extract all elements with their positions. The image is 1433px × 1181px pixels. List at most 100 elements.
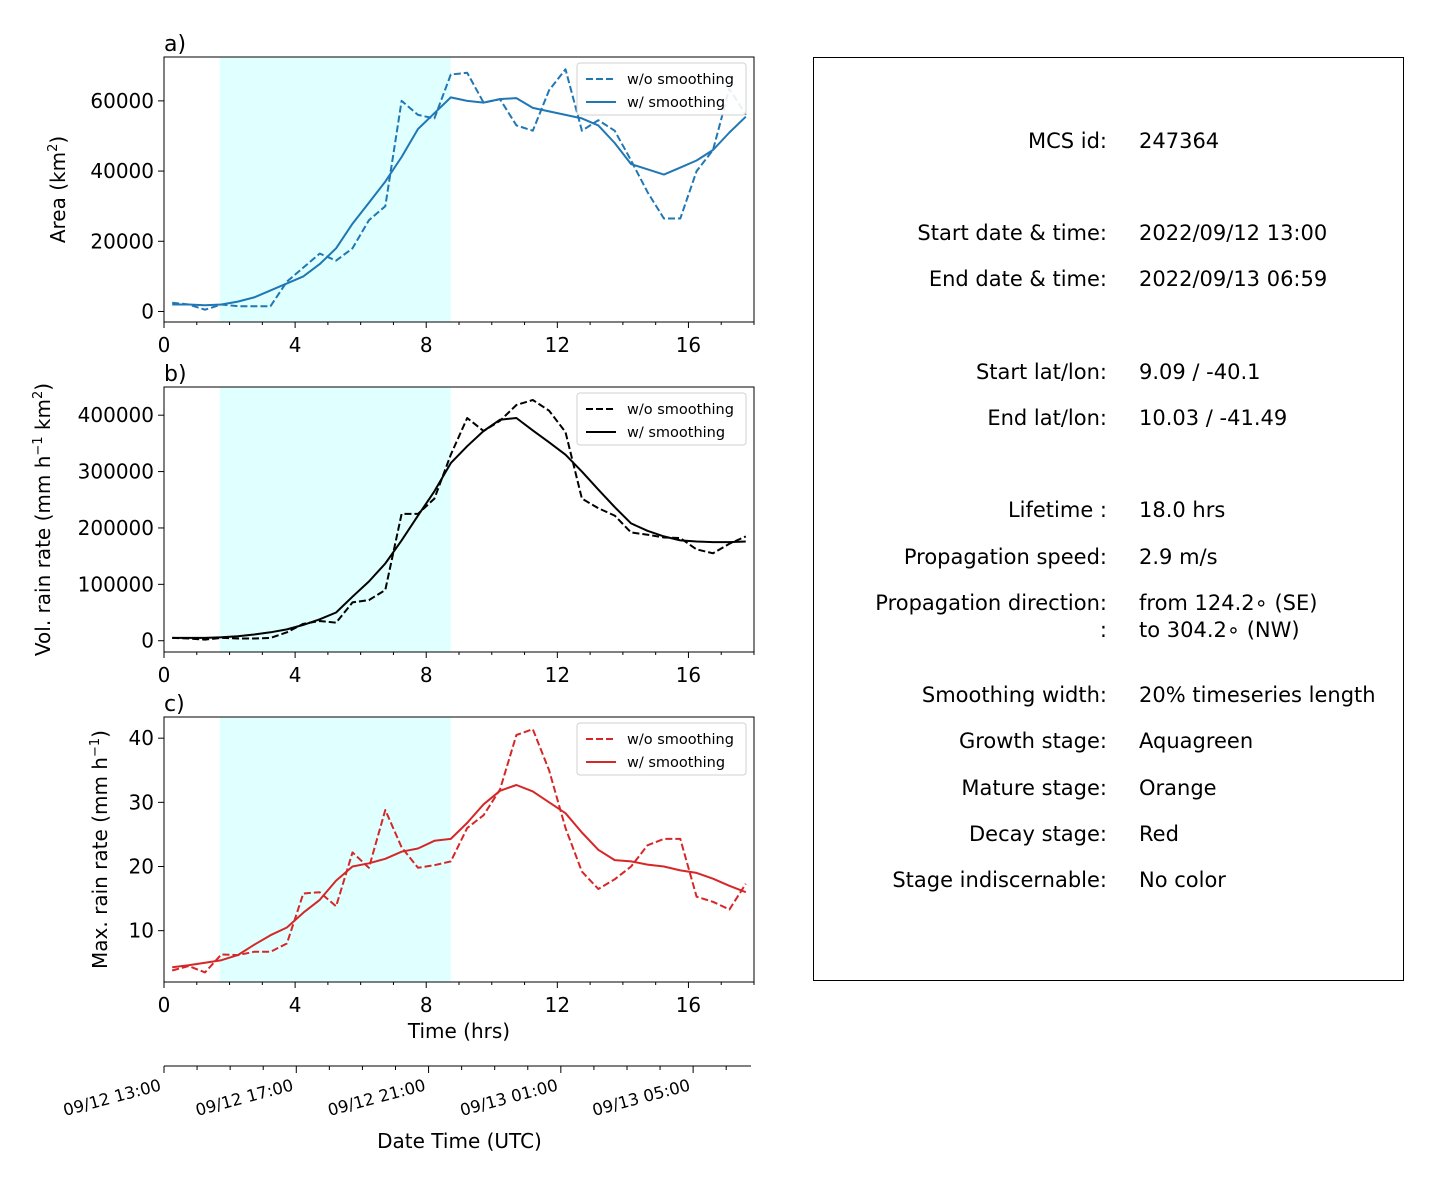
x-tick-label: 16 [676,663,701,687]
y-tick-label: 40 [129,726,154,750]
y-label-text: ) [88,730,112,738]
y-tick-label: 10 [129,919,154,943]
y-tick-label: 60000 [90,89,154,113]
info-label: End lat/lon: [987,406,1107,430]
y-label-text: km [31,399,55,436]
info-row: Propagation direction: from 124.2∘ (SE) [814,591,1403,617]
info-row: End date & time: 2022/09/13 06:59 [814,267,1403,293]
datetime-tick-label: 09/12 21:00 [326,1076,428,1120]
info-value: 10.03 / -41.49 [1139,406,1288,430]
datetime-tick-label: 09/12 13:00 [61,1076,163,1120]
x-tick-label: 4 [289,993,302,1017]
legend-box [576,62,747,116]
panel-c: 10 20 30 40 0 4 8 12 16 c) Max. rain rate (mm h−1)… [88,692,755,1043]
info-value: to 304.2∘ (NW) [1139,618,1300,642]
datetime-tick-label: 09/13 05:00 [590,1076,692,1120]
legend-box [576,722,747,776]
legend-label-smoothed: w/ smoothing [627,755,725,771]
info-value: Orange [1139,776,1217,800]
x-tick-label: 0 [158,663,171,687]
info-label: Lifetime : [1007,498,1107,522]
info-label: Stage indiscernable: [892,868,1107,892]
y-tick-label: 0 [141,629,154,653]
y-tick-label: 200000 [78,516,154,540]
series-raw-line [172,68,747,311]
growth-stage-shading [219,57,451,322]
info-value: Red [1139,822,1179,846]
series-smoothed-line [172,784,747,969]
x-tick-label: 0 [158,993,171,1017]
x-tick-label: 12 [545,993,570,1017]
y-tick-label: 20 [129,855,154,879]
x-tick-label: 12 [545,333,570,357]
info-value: No color [1139,868,1226,892]
info-value: 9.09 / -40.1 [1139,360,1261,384]
info-row: Smoothing width: 20% timeseries length [814,683,1403,709]
datetime-tick-label: 09/13 01:00 [458,1076,560,1120]
legend: w/o smoothing w/ smoothing [576,392,747,446]
series-raw-line [171,728,747,974]
y-tick-label: 30 [129,790,154,814]
info-value: 20% timeseries length [1139,683,1376,707]
y-label-superscript: 2 [31,391,46,399]
y-label-text: Area (km [46,152,70,243]
panel-label: b) [164,362,187,387]
info-label: Propagation direction: [875,591,1107,615]
x-tick-label: 0 [158,333,171,357]
info-row: : to 304.2∘ (NW) [814,618,1403,644]
panel-label: c) [164,692,185,717]
info-value: 2022/09/13 06:59 [1139,267,1328,291]
info-value: Aquagreen [1139,729,1254,753]
info-label: Growth stage: [958,729,1107,753]
legend-box [576,392,747,446]
legend: w/o smoothing w/ smoothing [576,62,747,116]
y-label-text: ) [46,136,70,144]
info-value: 2.9 m/s [1139,545,1218,569]
y-tick-label: 20000 [90,229,154,253]
legend-label-smoothed: w/ smoothing [627,425,725,441]
y-label-superscript: −1 [31,436,46,455]
growth-stage-shading [219,387,451,652]
info-label: MCS id: [1027,129,1107,153]
series-raw-line [172,399,747,641]
legend: w/o smoothing w/ smoothing [576,722,747,776]
info-label: Start lat/lon: [975,360,1107,384]
info-row: Mature stage: Orange [814,776,1403,802]
info-label: Start date & time: [917,221,1107,245]
datetime-axis-label: Date Time (UTC) [377,1129,542,1153]
info-label: Decay stage: [969,822,1107,846]
info-row: Propagation speed: 2.9 m/s [814,545,1403,571]
info-value: from 124.2∘ (SE) [1139,591,1318,615]
y-tick-label: 40000 [90,159,154,183]
info-row: Decay stage: Red [814,822,1403,848]
y-tick-label: 100000 [78,572,154,596]
legend-label-raw: w/o smoothing [627,72,734,88]
info-value: 247364 [1139,129,1220,153]
y-label-superscript: 2 [46,144,61,152]
y-axis-label: Area (km2) [46,136,70,243]
info-value: 2022/09/12 13:00 [1139,221,1328,245]
info-row: Start date & time: 2022/09/12 13:00 [814,221,1403,247]
y-label-text: Vol. rain rate (mm h [31,456,55,657]
datetime-axis: 09/12 13:00 09/12 17:00 09/12 21:00 09/13 0… [61,1065,751,1153]
info-value: 18.0 hrs [1139,498,1226,522]
info-row: End lat/lon: 10.03 / -41.49 [814,406,1403,432]
legend-label-raw: w/o smoothing [627,402,734,418]
info-label: End date & time: [928,267,1107,291]
info-row: Lifetime : 18.0 hrs [814,498,1403,524]
x-axis-label: Time (hrs) [407,1019,510,1043]
x-tick-label: 4 [289,333,302,357]
info-label: : [1099,618,1107,642]
panel-a: 0 20000 40000 60000 0 4 8 12 16 a) Area (km2) w/o s… [46,32,755,357]
mcs-info-panel: MCS id: 247364 Start date & time: 2022/09/1… [813,57,1404,981]
y-tick-label: 0 [141,299,154,323]
x-tick-label: 8 [420,333,433,357]
y-tick-label: 400000 [78,403,154,427]
x-tick-label: 12 [545,663,570,687]
info-label: Smoothing width: [921,683,1107,707]
series-smoothed-line [172,96,747,307]
y-axis-label: Max. rain rate (mm h−1) [88,730,112,969]
info-row: MCS id: 247364 [814,129,1403,155]
info-row: Growth stage: Aquagreen [814,729,1403,755]
